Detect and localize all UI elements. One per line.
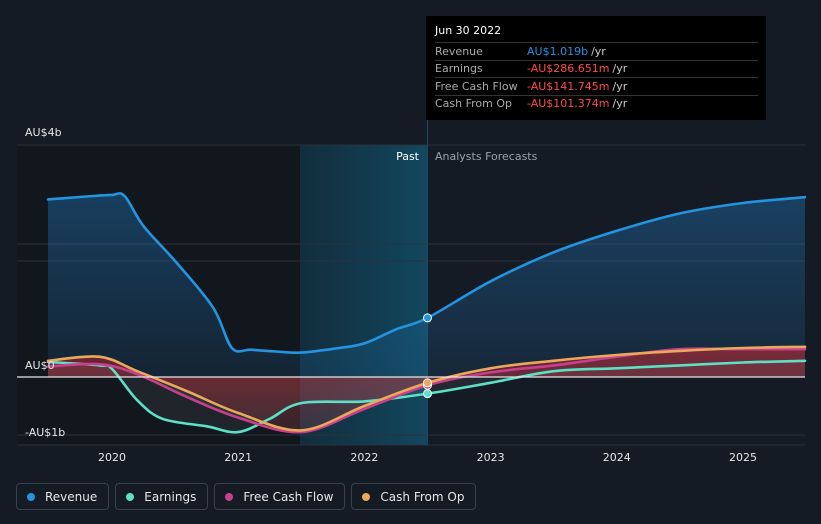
legend-label: Free Cash Flow xyxy=(243,489,334,504)
y-tick-label: -AU$1b xyxy=(25,426,65,439)
tooltip-row: Revenue AU$1.019b/yr xyxy=(435,42,758,60)
forecast-label: Analysts Forecasts xyxy=(435,150,538,163)
legend: Revenue Earnings Free Cash Flow Cash From O… xyxy=(16,483,477,510)
legend-dot-icon xyxy=(225,492,234,501)
tooltip: Jun 30 2022 Revenue AU$1.019b/yr Earnings -… xyxy=(426,16,766,120)
tooltip-row-value: AU$1.019b xyxy=(527,44,589,58)
hover-markers xyxy=(423,313,432,399)
x-tick-label: 2021 xyxy=(224,451,252,464)
tooltip-date: Jun 30 2022 xyxy=(435,24,502,37)
tooltip-row: Cash From Op -AU$101.374m/yr xyxy=(435,94,758,113)
tooltip-row-label: Revenue xyxy=(435,44,483,58)
legend-item-cash-from-op[interactable]: Cash From Op xyxy=(351,483,477,510)
tooltip-row-unit: /yr xyxy=(612,97,628,111)
tooltip-row-unit: /yr xyxy=(591,44,606,58)
legend-item-free-cash-flow[interactable]: Free Cash Flow xyxy=(214,483,346,510)
tooltip-row: Earnings -AU$286.651m/yr xyxy=(435,59,758,78)
revenue-line xyxy=(46,192,807,355)
legend-dot-icon xyxy=(126,492,135,501)
earnings-line xyxy=(46,359,807,434)
legend-label: Earnings xyxy=(144,489,197,504)
x-tick-label: 2025 xyxy=(729,451,757,464)
x-tick-label: 2024 xyxy=(603,451,631,464)
x-tick-label: 2022 xyxy=(350,451,378,464)
tooltip-row-value: -AU$141.745m xyxy=(527,79,610,93)
legend-item-revenue[interactable]: Revenue xyxy=(16,483,110,510)
cash-from-op-line xyxy=(46,345,807,432)
legend-dot-icon xyxy=(362,492,371,501)
tooltip-row: Free Cash Flow -AU$141.745m/yr xyxy=(435,77,758,95)
tooltip-row-label: Earnings xyxy=(435,62,483,76)
y-tick-label: AU$0 xyxy=(25,359,55,372)
legend-dot-icon xyxy=(27,492,35,501)
legend-item-earnings[interactable]: Earnings xyxy=(115,483,209,510)
revenue-marker xyxy=(423,313,432,323)
cash-from-op-marker xyxy=(423,378,432,388)
tooltip-row-unit: /yr xyxy=(612,79,628,93)
axis-labels: AU$4b AU$0 -AU$1b 2020 2021 2022 2023 2024 2025 xyxy=(25,126,757,464)
x-tick-label: 2023 xyxy=(477,451,505,464)
y-tick-label: AU$4b xyxy=(25,126,62,139)
x-tick-label: 2020 xyxy=(98,451,126,464)
revenue-area xyxy=(48,193,805,377)
tooltip-row-value: -AU$101.374m xyxy=(527,97,610,111)
past-label: Past xyxy=(396,150,420,163)
legend-label: Revenue xyxy=(45,489,98,504)
tooltip-row-label: Free Cash Flow xyxy=(435,79,518,93)
legend-label: Cash From Op xyxy=(380,489,465,504)
tooltip-row-value: -AU$286.651m xyxy=(527,62,610,76)
tooltip-row-unit: /yr xyxy=(612,62,628,76)
earnings-marker xyxy=(423,389,432,399)
series-lines xyxy=(17,192,807,434)
tooltip-row-label: Cash From Op xyxy=(435,97,513,111)
